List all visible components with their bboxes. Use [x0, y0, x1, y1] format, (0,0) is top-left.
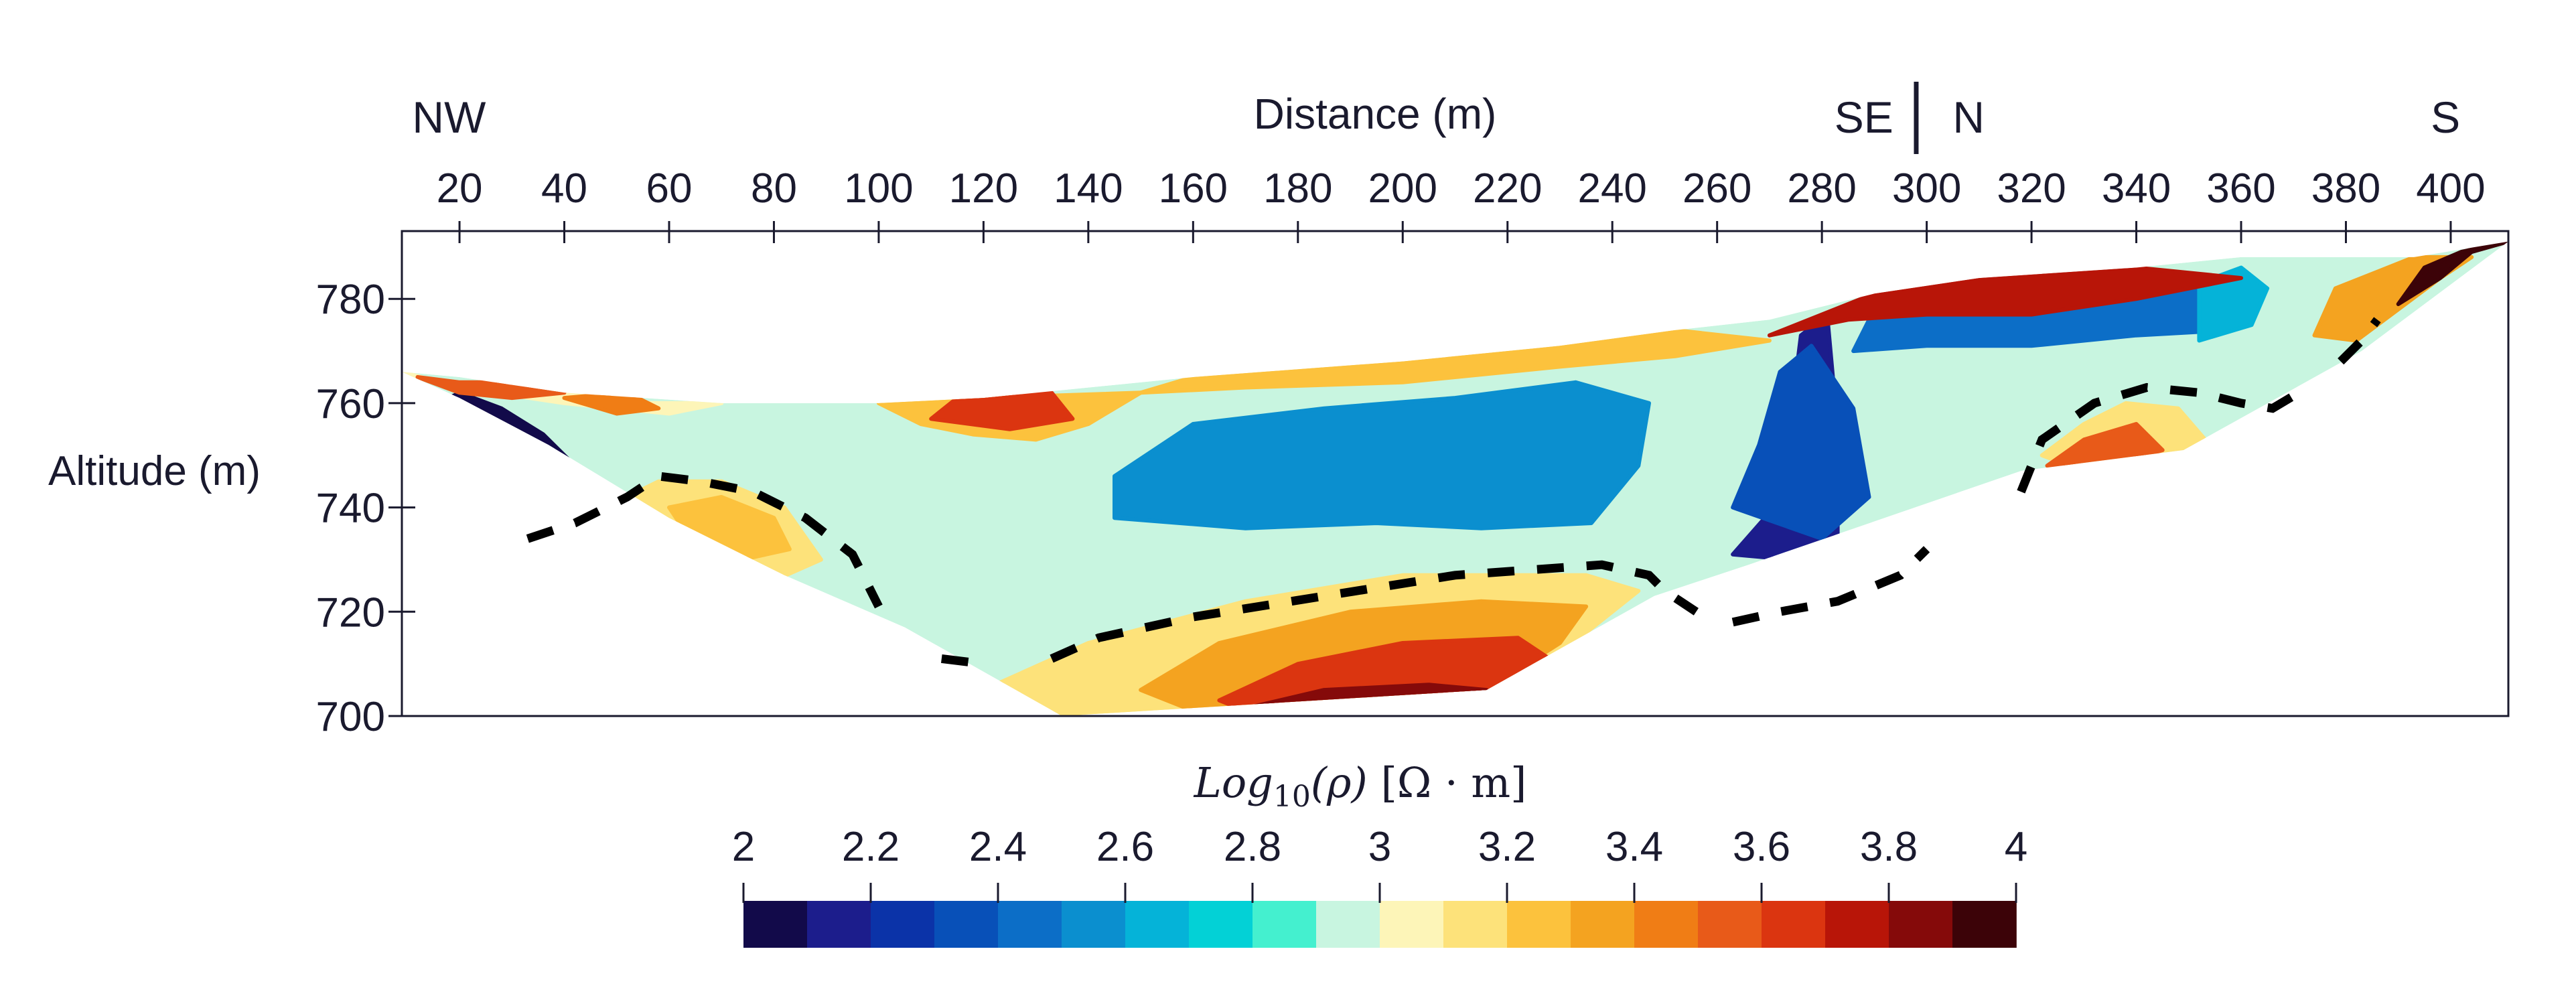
x-tick-label: 360: [2206, 165, 2275, 212]
resistivity-anomaly: [1767, 265, 2243, 338]
colorbar-swatch: [1698, 901, 1762, 948]
y-tick-label: 780: [316, 277, 385, 323]
x-tick-label: 220: [1473, 165, 1542, 212]
colorbar-swatch: [1571, 901, 1635, 948]
colorbar-ticks: 2 2.2 2.4 2.6 2.8 3 3.2 3.4 3.6 3.8 4: [732, 824, 2027, 903]
x-tick-label: 320: [1997, 165, 2066, 212]
boundary-dashed-line: [1050, 560, 1699, 663]
colorbar-swatch: [1380, 901, 1444, 948]
colorbar-swatch: [1507, 901, 1571, 948]
orientation-labels: NW SE N S: [412, 92, 2460, 142]
resistivity-anomaly: [929, 390, 1075, 431]
colorbar-tick-label: 2.8: [1224, 824, 1281, 870]
y-tick-label: 760: [316, 381, 385, 427]
colorbar-swatch: [871, 901, 935, 948]
y-tick-label: 700: [316, 694, 385, 740]
colorbar-tick-label: 3.2: [1478, 824, 1536, 870]
colorbar-swatch: [1316, 901, 1380, 948]
colorbar-tick-label: 2.6: [1096, 824, 1154, 870]
x-tick-label: 180: [1263, 165, 1332, 212]
x-axis-ticks: 20 40 60 80 100 120 140 160 180 200 220 240 260 280 30…: [437, 165, 2486, 243]
colorbar-swatch: [743, 901, 808, 948]
x-tick-label: 120: [949, 165, 1018, 212]
x-tick-label: 80: [751, 165, 797, 212]
colorbar-tick-label: 3.4: [1605, 824, 1663, 870]
orientation-label: SE: [1835, 92, 1893, 142]
boundary-dashed-line: [1731, 546, 1930, 627]
x-tick-label: 380: [2311, 165, 2380, 212]
x-tick-label: 240: [1577, 165, 1646, 212]
boundary-dashed-line: [2338, 317, 2381, 365]
boundary-dashed-line: [2017, 382, 2301, 494]
colorbar: [743, 901, 2017, 948]
orientation-label: N: [1952, 92, 1985, 142]
colorbar-title: Log10(ρ) [Ω · m]: [1194, 758, 1527, 814]
x-tick-label: 260: [1683, 165, 1751, 212]
colorbar-tick-label: 2: [732, 824, 755, 870]
colorbar-tick-label: 2.2: [842, 824, 900, 870]
colorbar-swatch: [934, 901, 999, 948]
y-axis-title: Altitude (m): [48, 448, 261, 494]
colorbar-swatch: [1825, 901, 1889, 948]
x-tick-label: 140: [1054, 165, 1123, 212]
colorbar-swatch: [1443, 901, 1508, 948]
x-tick-label: 40: [541, 165, 587, 212]
y-tick-label: 720: [316, 589, 385, 636]
colorbar-swatch: [807, 901, 871, 948]
resistivity-anomaly: [415, 375, 567, 401]
x-tick-label: 100: [844, 165, 913, 212]
boundary-dashed-line: [526, 472, 883, 609]
plot-frame: [401, 230, 2510, 717]
colorbar-swatch: [1952, 901, 2017, 948]
colorbar-swatch: [1634, 901, 1699, 948]
colorbar-tick-label: 3.8: [1860, 824, 1918, 870]
colorbar-swatch: [1889, 901, 1953, 948]
colorbar-swatch: [1762, 901, 1826, 948]
x-tick-label: 60: [646, 165, 693, 212]
colorbar-tick-label: 2.4: [969, 824, 1027, 870]
colorbar-tick-label: 3.6: [1733, 824, 1790, 870]
resistivity-anomaly: [2396, 241, 2508, 306]
orientation-label: NW: [412, 92, 486, 142]
colorbar-swatch: [998, 901, 1062, 948]
y-axis-ticks: 700 720 740 760 780: [316, 277, 415, 740]
x-tick-label: 160: [1159, 165, 1228, 212]
resistivity-anomaly: [2197, 265, 2270, 343]
x-tick-label: 200: [1368, 165, 1437, 212]
colorbar-tick-label: 4: [2005, 824, 2027, 870]
colorbar-swatch: [1253, 901, 1317, 948]
resistivity-anomaly: [1731, 344, 1871, 541]
y-tick-label: 740: [316, 486, 385, 532]
x-axis-title: Distance (m): [1254, 90, 1497, 138]
x-tick-label: 400: [2416, 165, 2485, 212]
x-tick-label: 20: [437, 165, 483, 212]
colorbar-swatch: [1125, 901, 1190, 948]
colorbar-swatch: [1189, 901, 1253, 948]
colorbar-swatch: [1062, 901, 1126, 948]
interpreted-boundaries: [526, 317, 2381, 668]
x-tick-label: 300: [1892, 165, 1961, 212]
x-tick-label: 340: [2102, 165, 2171, 212]
x-tick-label: 280: [1787, 165, 1856, 212]
colorbar-tick-label: 3: [1368, 824, 1391, 870]
orientation-label: S: [2431, 92, 2460, 142]
boundary-dashed-line: [940, 654, 985, 668]
resistivity-section: [402, 241, 2508, 716]
resistivity-anomaly: [1113, 380, 1651, 530]
